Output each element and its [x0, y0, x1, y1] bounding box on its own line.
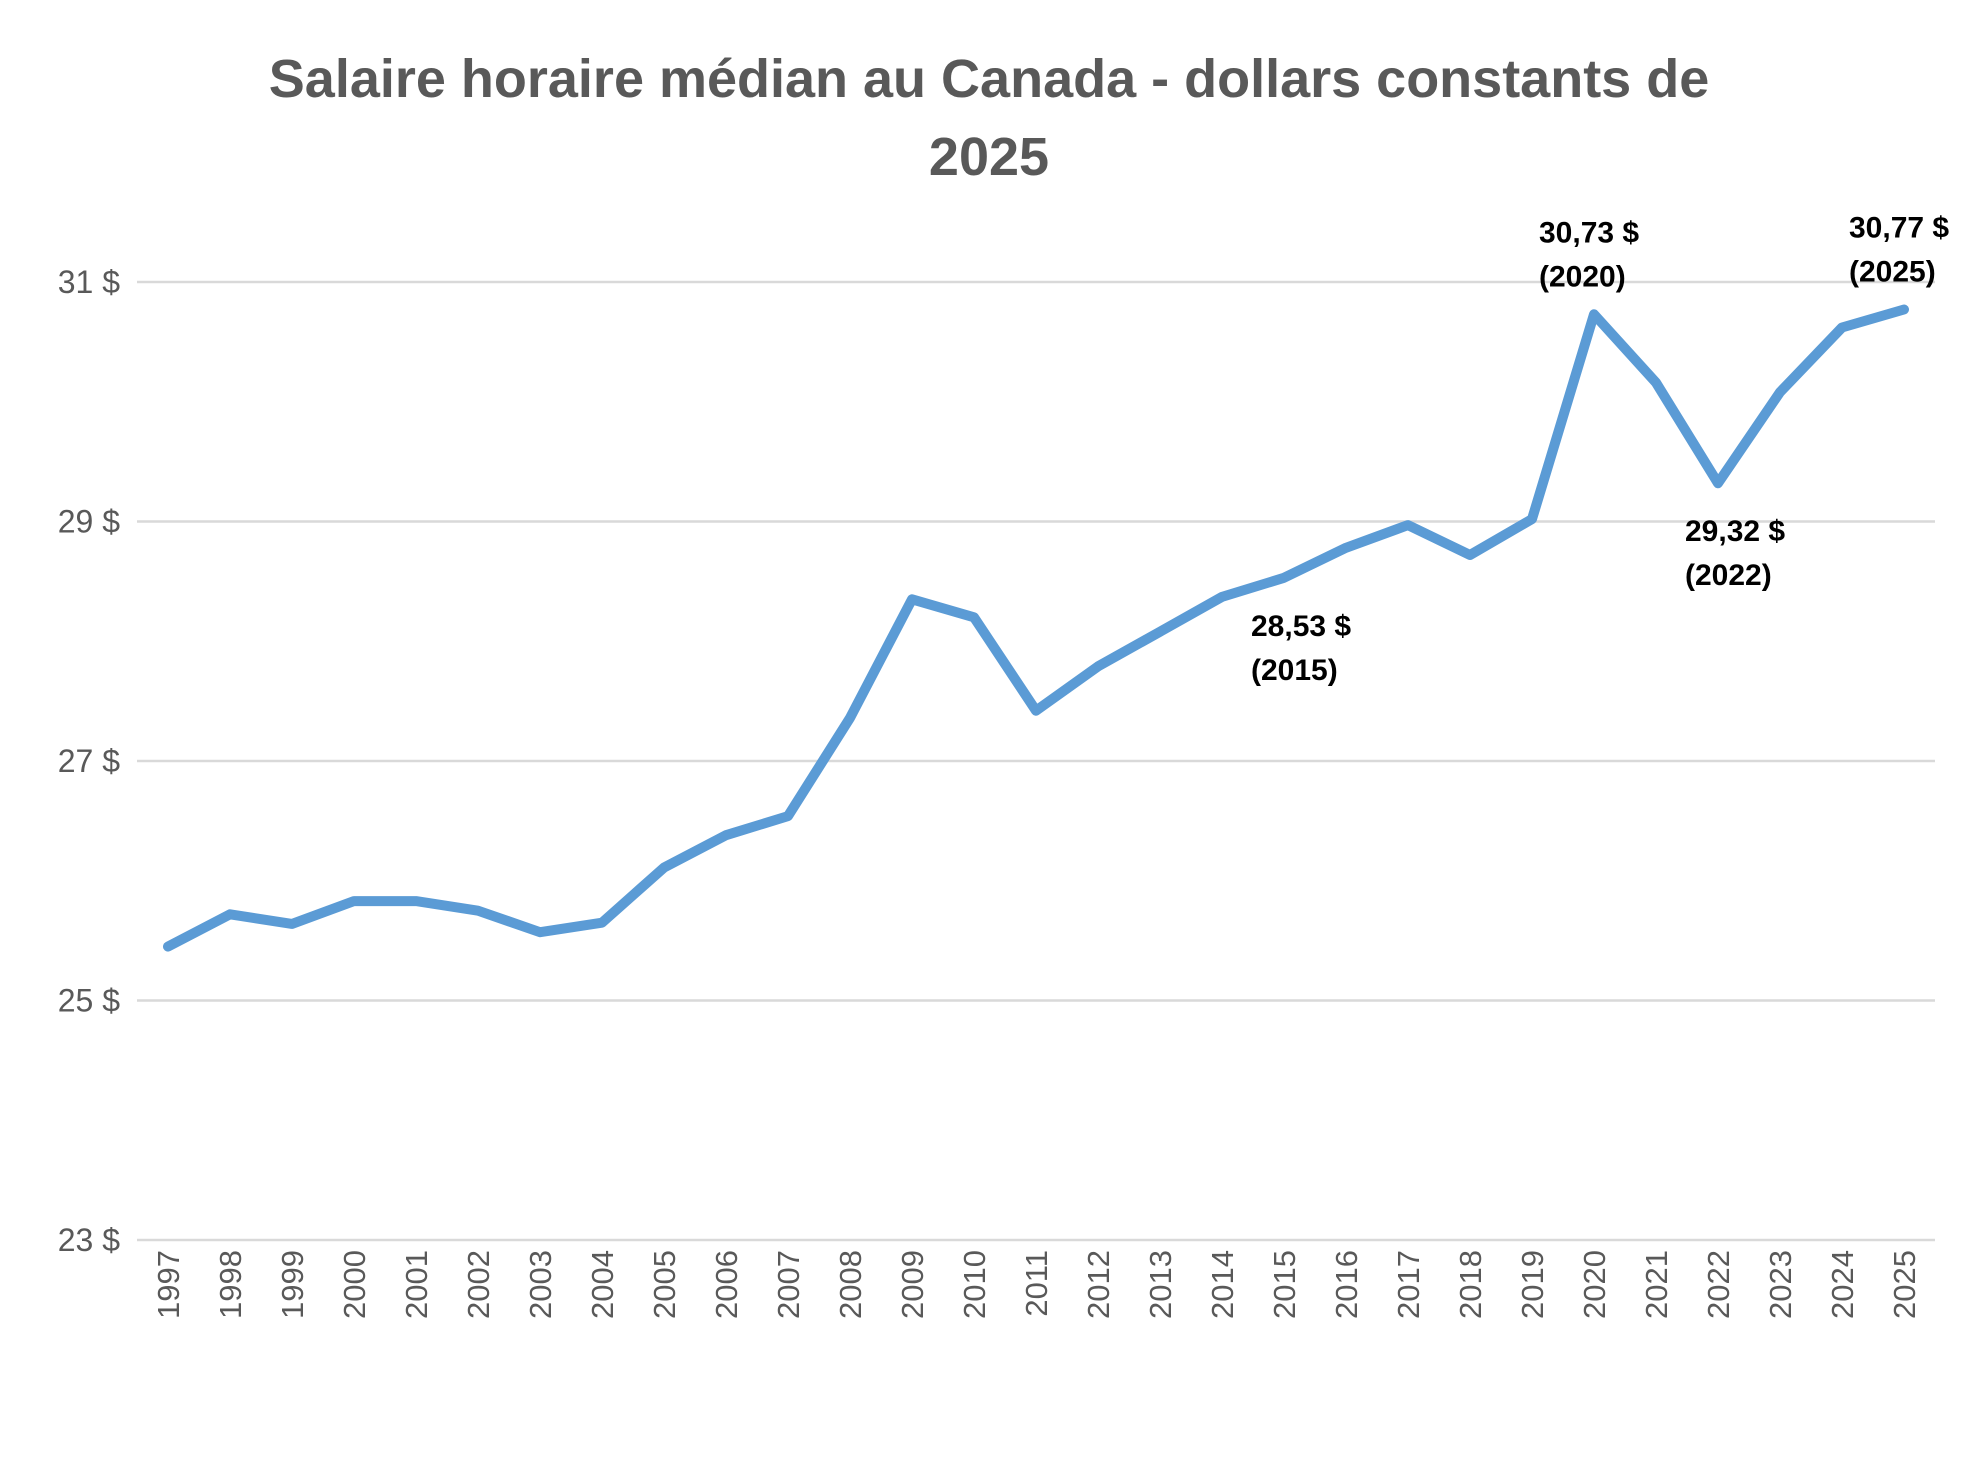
x-tick-label: 2001: [399, 1250, 434, 1319]
y-tick-label: 31 $: [58, 264, 120, 300]
data-label-year: (2020): [1539, 260, 1626, 293]
x-tick-label: 2014: [1205, 1250, 1240, 1319]
x-tick-label: 1997: [151, 1250, 186, 1319]
y-tick-label: 25 $: [58, 983, 120, 1019]
x-tick-label: 2021: [1639, 1250, 1674, 1319]
data-label-2022: 29,32 $ (2022): [1685, 515, 1785, 592]
x-tick-label: 1999: [275, 1250, 310, 1319]
x-tick-label: 2011: [1019, 1250, 1054, 1317]
data-label-year: (2025): [1849, 256, 1936, 289]
x-tick-label: 2018: [1453, 1250, 1488, 1319]
chart-title-line-1: Salaire horaire médian au Canada - dolla…: [268, 49, 1710, 109]
y-tick-label: 27 $: [58, 743, 120, 779]
series-line: [163, 304, 1909, 952]
x-tick-label: 2019: [1515, 1250, 1550, 1319]
x-tick-label: 2005: [647, 1250, 682, 1319]
x-tick-label: 1998: [213, 1250, 248, 1319]
x-tick-label: 2013: [1143, 1250, 1178, 1319]
x-tick-label: 2009: [895, 1250, 930, 1319]
data-label-year: (2022): [1685, 559, 1772, 592]
x-tick-label: 2012: [1081, 1250, 1116, 1319]
x-tick-label: 2010: [957, 1250, 992, 1319]
x-tick-label: 2008: [833, 1250, 868, 1319]
data-label-value: 29,32 $: [1685, 515, 1785, 548]
data-label-value: 30,73 $: [1539, 216, 1639, 249]
x-tick-label: 2025: [1887, 1250, 1922, 1319]
data-label-year: (2015): [1251, 654, 1338, 687]
x-tick-label: 2004: [585, 1250, 620, 1319]
x-tick-label: 2000: [337, 1250, 372, 1319]
data-label-value: 28,53 $: [1251, 610, 1351, 643]
x-tick-label: 2022: [1701, 1250, 1736, 1319]
x-tick-label: 2002: [461, 1250, 496, 1319]
x-tick-label: 2003: [523, 1250, 558, 1319]
x-tick-label: 2015: [1267, 1250, 1302, 1319]
x-tick-label: 2020: [1577, 1250, 1612, 1319]
data-label-value: 30,77 $: [1849, 212, 1949, 245]
x-tick-label: 2006: [709, 1250, 744, 1319]
y-tick-label: 23 $: [58, 1222, 120, 1258]
chart-title-line-2: 2025: [928, 127, 1050, 187]
x-tick-label: 2017: [1391, 1250, 1426, 1319]
data-label-2020: 30,73 $ (2020): [1539, 216, 1639, 293]
x-tick-label: 2007: [771, 1250, 806, 1319]
data-label-2015: 28,53 $ (2015): [1251, 610, 1351, 687]
x-tick-label: 2024: [1825, 1250, 1860, 1319]
x-tick-label: 2023: [1763, 1250, 1798, 1319]
y-tick-label: 29 $: [58, 504, 120, 540]
data-label-2025: 30,77 $ (2025): [1849, 212, 1949, 289]
chart-title: Salaire horaire médian au Canada - dolla…: [0, 40, 1978, 196]
x-tick-label: 2016: [1329, 1250, 1364, 1319]
